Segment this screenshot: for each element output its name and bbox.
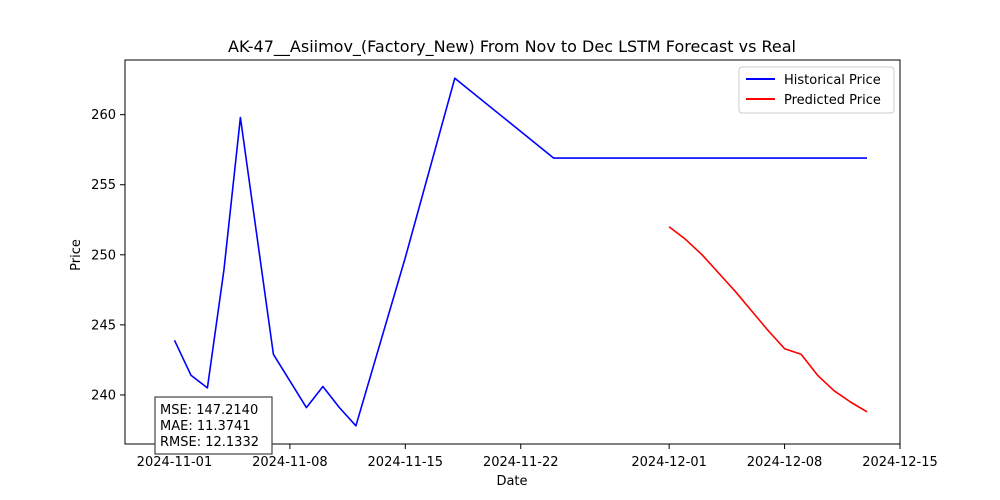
metrics-box	[154, 396, 273, 455]
y-tick-label: 240	[91, 388, 116, 403]
x-tick-label: 2024-11-08	[252, 455, 328, 470]
x-tick-label: 2024-11-22	[483, 455, 559, 470]
legend-box	[738, 66, 895, 114]
historical-price-line	[173, 77, 867, 427]
legend: Historical Price Predicted Price	[738, 66, 895, 114]
metric-mse: MSE: 147.2140	[160, 403, 258, 418]
legend-predicted-label: Predicted Price	[784, 93, 881, 108]
legend-historical-label: Historical Price	[784, 73, 881, 88]
chart-title: AK-47__Asiimov_(Factory_New) From Nov to…	[228, 37, 796, 57]
metric-rmse: RMSE: 12.1332	[160, 435, 259, 450]
y-tick-label: 260	[91, 108, 116, 123]
y-tick-label: 255	[91, 178, 116, 193]
x-tick-label: 2024-11-01	[137, 455, 213, 470]
y-tick-label: 250	[91, 248, 116, 263]
x-tick-label: 2024-12-01	[631, 455, 707, 470]
plot-lines	[173, 77, 868, 427]
y-tick-label: 245	[91, 318, 116, 333]
y-axis-ticks: 240 245 250 255 260	[91, 108, 125, 403]
x-tick-label: 2024-12-15	[862, 455, 938, 470]
metric-mae: MAE: 11.3741	[160, 419, 251, 434]
plot-frame	[124, 59, 901, 445]
y-axis-label: Price	[69, 239, 84, 271]
x-tick-label: 2024-11-15	[368, 455, 444, 470]
x-axis-label: Date	[496, 474, 527, 489]
metrics-annotation: MSE: 147.2140 MAE: 11.3741 RMSE: 12.1332	[154, 396, 273, 455]
x-axis-ticks: 2024-11-01 2024-11-08 2024-11-15 2024-11-22…	[137, 444, 938, 470]
predicted-price-line	[668, 226, 868, 413]
x-tick-label: 2024-12-08	[747, 455, 823, 470]
